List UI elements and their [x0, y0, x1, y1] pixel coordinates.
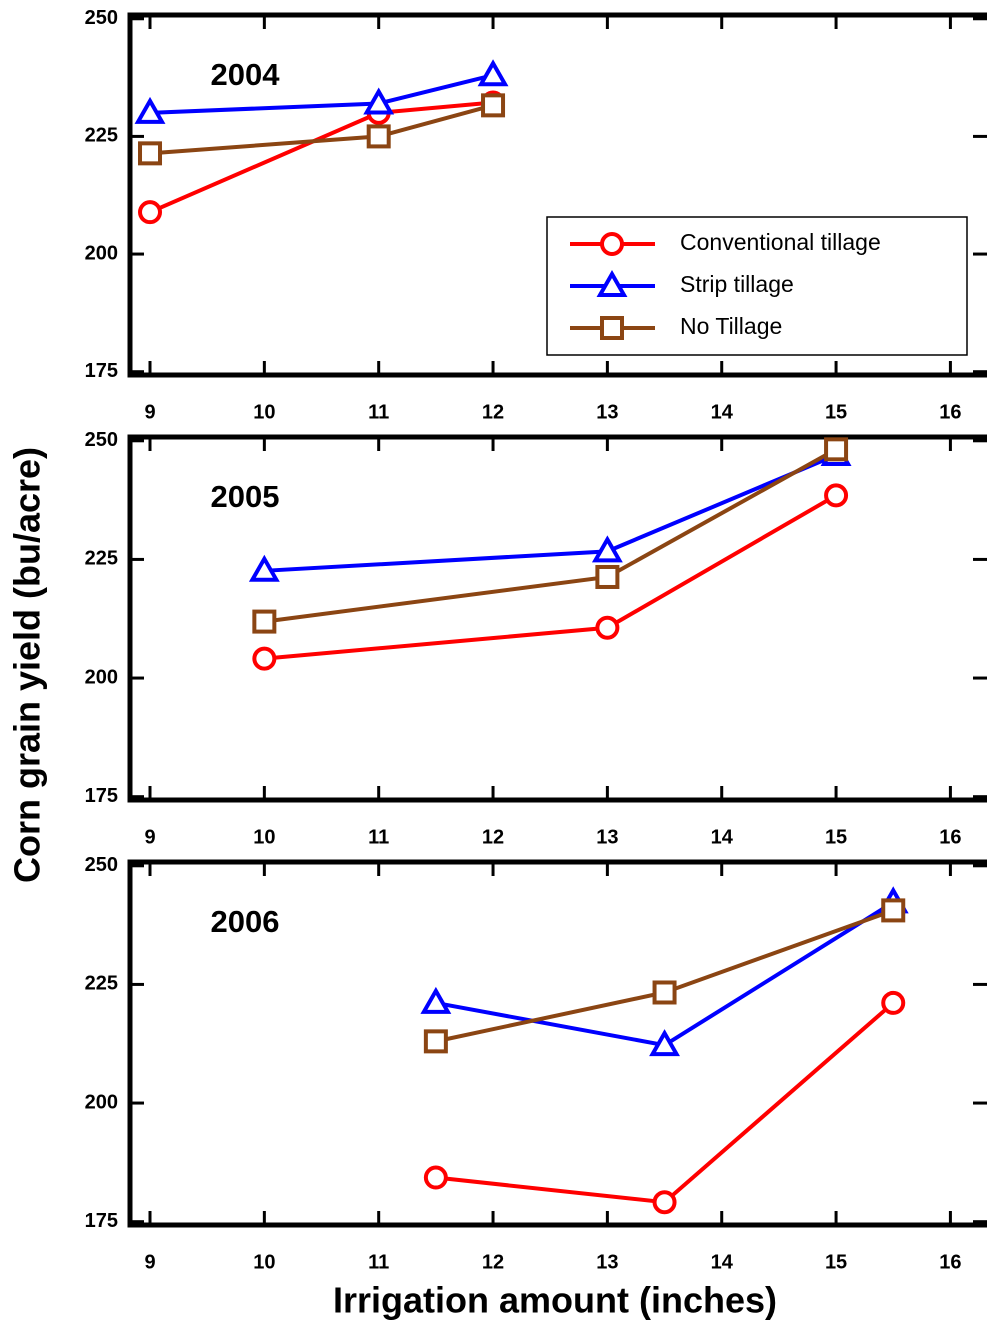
marker: [652, 1190, 677, 1215]
y-tick-label: 250: [85, 7, 118, 29]
x-tick-label: 14: [711, 401, 734, 423]
panel-title: 2005: [211, 479, 280, 514]
marker: [477, 59, 509, 87]
marker: [420, 986, 452, 1014]
marker: [595, 615, 620, 640]
marker: [881, 990, 906, 1015]
marker: [824, 437, 849, 462]
series-line: [264, 453, 837, 573]
plot-frame: [127, 859, 987, 1228]
x-tick-label: 12: [482, 401, 504, 423]
x-tick-label: 14: [711, 1251, 734, 1273]
x-tick-label: 13: [596, 826, 618, 848]
series-line: [264, 493, 838, 661]
y-tick-label: 200: [85, 242, 118, 264]
y-axis-label: Corn grain yield (bu/acre): [7, 447, 48, 883]
x-tick-label: 16: [939, 401, 961, 423]
x-tick-label: 12: [482, 1251, 504, 1273]
x-tick-label: 11: [368, 826, 389, 848]
x-tick-label: 15: [825, 826, 847, 848]
x-tick-label: 13: [596, 401, 618, 423]
marker: [252, 646, 277, 671]
x-tick-label: 10: [253, 401, 275, 423]
x-tick-label: 11: [368, 401, 389, 423]
marker: [595, 564, 620, 589]
x-tick-label: 9: [144, 826, 155, 848]
y-tick-label: 225: [85, 973, 118, 995]
x-tick-label: 14: [711, 826, 734, 848]
marker: [252, 609, 277, 634]
marker: [248, 554, 280, 582]
x-tick-label: 16: [939, 826, 961, 848]
x-tick-label: 16: [939, 1251, 961, 1273]
y-tick-label: 200: [85, 1091, 118, 1113]
y-tick-label: 200: [85, 666, 118, 688]
marker: [423, 1165, 448, 1190]
marker: [363, 87, 395, 115]
series-line: [264, 447, 838, 624]
marker: [423, 1029, 448, 1054]
y-tick-label: 175: [85, 360, 118, 382]
marker: [824, 483, 849, 508]
x-tick-label: 9: [144, 401, 155, 423]
y-tick-label: 225: [85, 125, 118, 147]
marker: [596, 269, 628, 297]
y-tick-label: 225: [85, 548, 118, 570]
x-tick-label: 12: [482, 826, 504, 848]
marker: [652, 980, 677, 1005]
marker: [881, 898, 906, 923]
x-tick-label: 10: [253, 826, 275, 848]
legend-label: Conventional tillage: [680, 229, 881, 255]
series-line: [435, 900, 895, 1048]
series-line: [435, 908, 894, 1044]
x-tick-label: 9: [144, 1251, 155, 1273]
legend-label: No Tillage: [680, 313, 782, 339]
marker: [649, 1029, 680, 1057]
y-tick-label: 250: [85, 429, 118, 451]
marker: [591, 535, 623, 563]
marker: [600, 232, 624, 256]
y-tick-label: 175: [85, 785, 118, 807]
marker: [600, 316, 624, 340]
marker: [138, 200, 163, 225]
x-tick-label: 15: [825, 401, 847, 423]
plot-frame: [127, 434, 987, 803]
marker: [134, 96, 166, 124]
y-tick-label: 250: [85, 854, 118, 876]
panel-title: 2004: [211, 57, 281, 92]
plot-frame: [127, 12, 987, 378]
marker: [138, 141, 163, 166]
x-tick-label: 11: [368, 1251, 389, 1273]
marker: [481, 93, 506, 118]
marker: [366, 124, 391, 149]
y-tick-label: 175: [85, 1210, 118, 1232]
panel-title: 2006: [211, 904, 280, 939]
legend-label: Strip tillage: [680, 271, 794, 297]
x-tick-label: 15: [825, 1251, 847, 1273]
x-tick-label: 10: [253, 1251, 275, 1273]
x-axis-label: Irrigation amount (inches): [333, 1280, 777, 1321]
x-tick-label: 13: [596, 1251, 618, 1273]
